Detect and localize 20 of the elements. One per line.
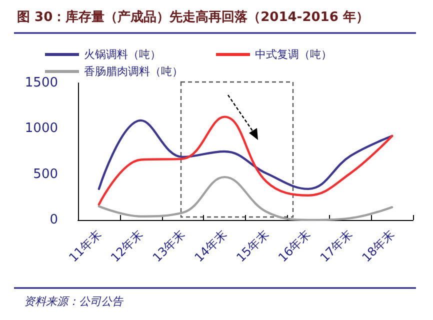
x-tick-label: 14年末 bbox=[192, 227, 230, 265]
x-tick-label: 15年末 bbox=[234, 227, 272, 265]
y-tick-label: 500 bbox=[33, 166, 58, 182]
y-tick-label: 1000 bbox=[24, 121, 58, 136]
chart-title: 图 30：库存量（产成品）先走高再回落（2014-2016 年） bbox=[17, 9, 369, 25]
legend-label: 火锅调料（吨） bbox=[84, 48, 161, 61]
x-tick-label: 11年末 bbox=[66, 227, 104, 265]
y-tick-label: 0 bbox=[50, 212, 58, 228]
line-series bbox=[98, 119, 394, 190]
text: 资料来源：公司公告 bbox=[24, 295, 124, 308]
legend-label: 香肠腊肉调料（吨） bbox=[84, 65, 183, 78]
legend-label: 中式复调（吨） bbox=[255, 48, 332, 61]
x-tick-label: 18年末 bbox=[359, 227, 398, 265]
x-tick-label: 16年末 bbox=[276, 227, 314, 265]
x-tick-label: 12年末 bbox=[108, 227, 146, 265]
x-tick-label: 13年末 bbox=[150, 227, 188, 265]
line-series bbox=[98, 116, 394, 206]
x-tick-label: 17年末 bbox=[317, 227, 356, 265]
y-tick-label: 1500 bbox=[24, 76, 58, 90]
line-series bbox=[98, 176, 394, 222]
